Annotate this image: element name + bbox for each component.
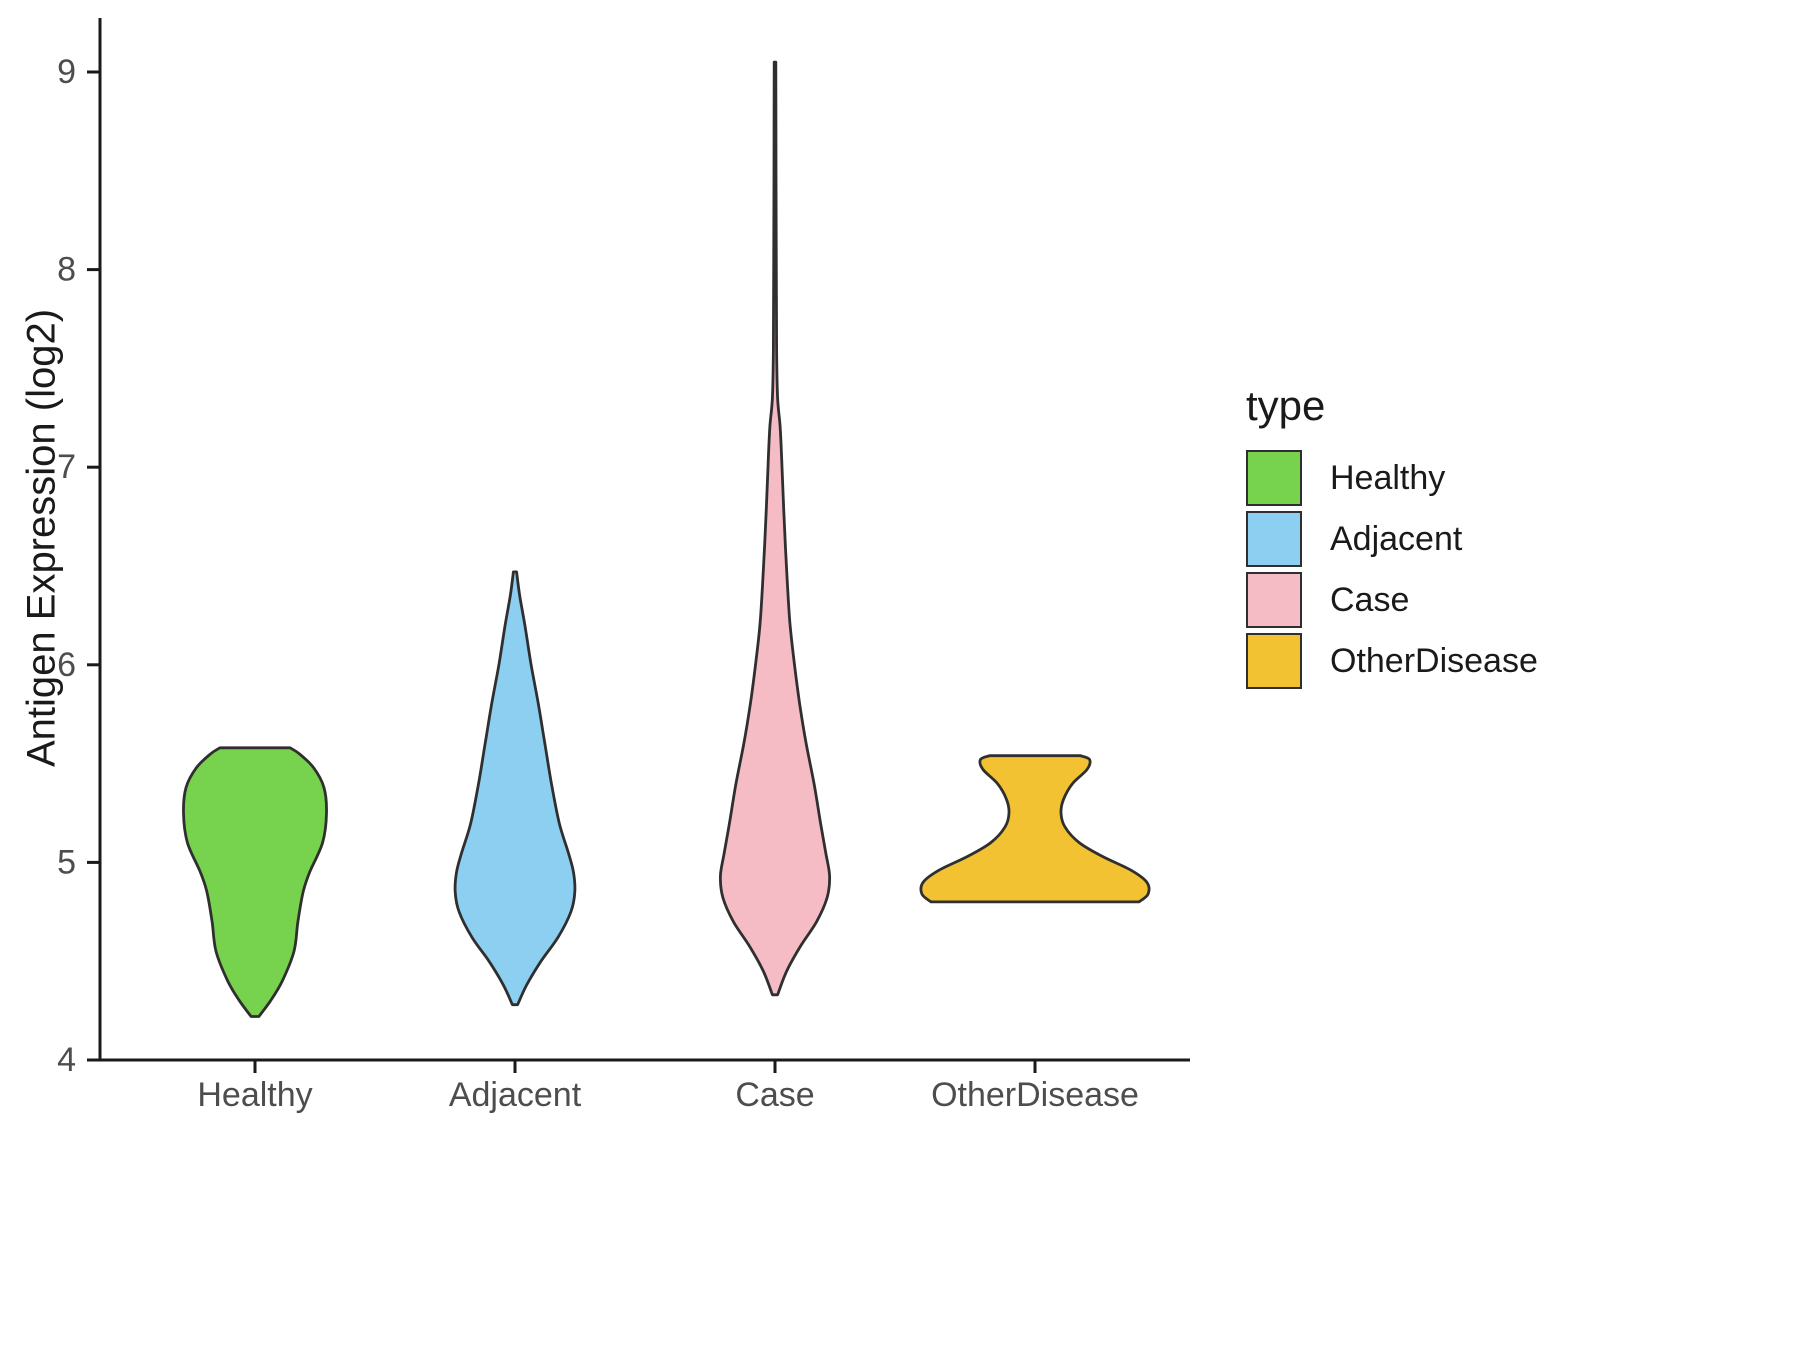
legend-key-swatch: [1246, 450, 1302, 506]
violin-adjacent: [453, 570, 577, 1007]
legend-item-healthy: Healthy: [1246, 450, 1538, 506]
y-tick-label: 6: [57, 646, 76, 684]
legend-item-adjacent: Adjacent: [1246, 511, 1538, 567]
legend-items: Healthy Adjacent Case OtherDisease: [1246, 450, 1538, 689]
violin-healthy: [182, 746, 328, 1018]
legend-item-label: OtherDisease: [1330, 641, 1538, 680]
y-tick-label: 8: [57, 251, 76, 289]
legend-item-otherdisease: OtherDisease: [1246, 633, 1538, 689]
violin-case: [718, 60, 832, 997]
x-category-label: Healthy: [197, 1076, 312, 1114]
y-tick-label: 4: [57, 1041, 76, 1079]
legend-item-label: Adjacent: [1330, 519, 1463, 558]
legend-item-label: Case: [1330, 580, 1410, 619]
x-category-label: Case: [735, 1076, 814, 1114]
y-axis-title: Antigen Expression (log2): [19, 308, 64, 768]
legend-item-case: Case: [1246, 572, 1538, 628]
y-tick-label: 5: [57, 843, 76, 881]
x-category-label: Adjacent: [449, 1076, 582, 1114]
y-tick-label: 9: [57, 53, 76, 91]
legend-key-swatch: [1246, 572, 1302, 628]
x-category-label: OtherDisease: [931, 1076, 1139, 1114]
y-tick-label: 7: [57, 448, 76, 486]
violin-otherdisease: [919, 754, 1151, 904]
legend-title: type: [1246, 382, 1326, 429]
legend-item-label: Healthy: [1330, 458, 1446, 497]
legend-key-swatch: [1246, 633, 1302, 689]
legend: type Healthy Adjacent Case OtherDisease: [1246, 382, 1538, 694]
legend-key-swatch: [1246, 511, 1302, 567]
